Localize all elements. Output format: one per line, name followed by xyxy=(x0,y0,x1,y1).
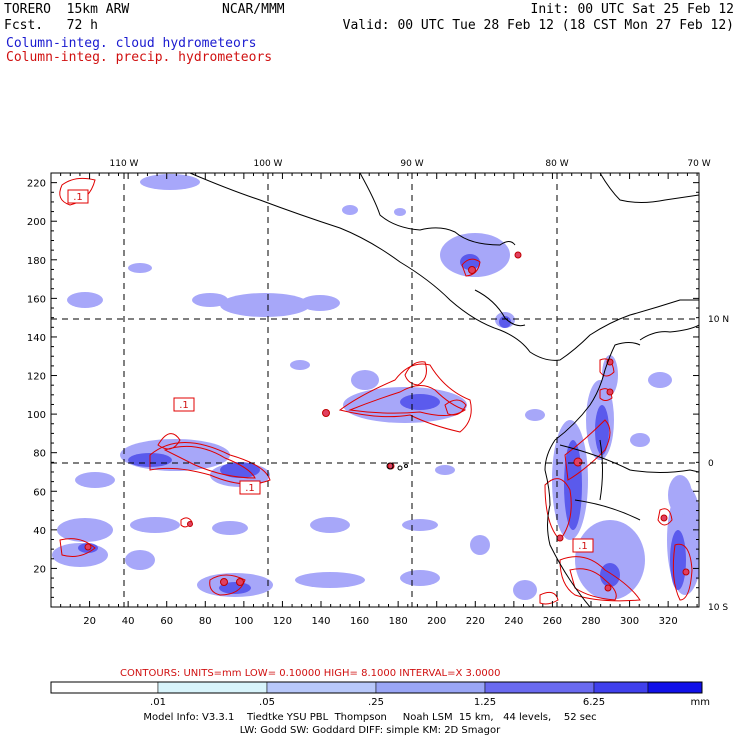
lon-label-70w: 70 W xyxy=(687,159,710,169)
colorbar-segment xyxy=(266,681,377,694)
field-precip-label: Column-integ. precip. hydrometeors xyxy=(6,50,273,65)
color-bar: .01 .05 .25 1.25 6.25 xyxy=(50,681,703,708)
lat-label-0: 0 xyxy=(708,459,714,469)
valid-time: Valid: 00 UTC Tue 28 Feb 12 (18 CST Mon … xyxy=(342,18,734,33)
precip-maxima xyxy=(84,251,690,592)
x-tick-label: 120 xyxy=(273,616,292,627)
x-tick-label: 80 xyxy=(199,616,212,627)
init-time: Init: 00 UTC Sat 25 Feb 12 xyxy=(530,2,735,17)
y-tick-label: 120 xyxy=(27,372,46,383)
model-title: TORERO 15km ARW xyxy=(4,2,130,17)
lat-label-10s: 10 S xyxy=(708,603,728,613)
colorbar-label: .25 xyxy=(368,697,384,708)
colorbar-outline xyxy=(50,681,703,694)
map-frame xyxy=(50,172,700,608)
y-tick-label: 80 xyxy=(33,449,46,460)
contour-info: CONTOURS: UNITS=mm LOW= 0.10000 HIGH= 8.… xyxy=(120,668,501,679)
contour-label-1: .1 xyxy=(73,192,83,203)
colorbar-segment xyxy=(484,681,595,694)
axis-ticks xyxy=(51,173,699,607)
x-tick-label: 300 xyxy=(620,616,639,627)
y-tick-label: 140 xyxy=(27,333,46,344)
lon-label-110w: 110 W xyxy=(110,159,139,169)
x-tick-label: 200 xyxy=(427,616,446,627)
x-tick-label: 60 xyxy=(160,616,173,627)
y-tick-label: 200 xyxy=(27,217,46,228)
contour-label-3: .1 xyxy=(245,483,255,494)
x-tick-label: 260 xyxy=(543,616,562,627)
x-tick-label: 140 xyxy=(311,616,330,627)
colorbar-label: .01 xyxy=(150,697,166,708)
colorbar-segment xyxy=(375,681,486,694)
model-info-line1: Model Info: V3.3.1 Tiedtke YSU PBL Thomp… xyxy=(143,712,597,723)
contour-label-4: .1 xyxy=(578,541,588,552)
y-tick-label: 20 xyxy=(33,564,46,575)
model-info-line2: LW: Godd SW: Goddard DIFF: simple KM: 2D… xyxy=(239,725,501,736)
y-tick-label: 100 xyxy=(27,410,46,421)
x-tick-labels: 20 40 60 80 100 120 140 160 180 200 220 240 260 280 30… xyxy=(83,616,677,627)
x-tick-label: 280 xyxy=(581,616,600,627)
x-tick-label: 100 xyxy=(234,616,253,627)
colorbar-segment xyxy=(593,681,649,694)
longitude-labels: 110 W 100 W 90 W 80 W 70 W xyxy=(110,159,711,169)
contour-label-2: .1 xyxy=(179,400,189,411)
colorbar-segment xyxy=(157,681,268,694)
x-tick-label: 180 xyxy=(389,616,408,627)
contour-labels: .1 .1 .1 .1 xyxy=(67,189,594,553)
coastlines xyxy=(189,173,699,607)
center-label: NCAR/MMM xyxy=(222,2,285,17)
colorbar-segment xyxy=(50,681,159,694)
x-tick-label: 220 xyxy=(466,616,485,627)
x-tick-label: 160 xyxy=(350,616,369,627)
x-tick-label: 40 xyxy=(122,616,135,627)
y-tick-label: 40 xyxy=(33,526,46,537)
latlon-grid xyxy=(51,173,699,607)
y-tick-label: 60 xyxy=(33,487,46,498)
lat-label-10n: 10 N xyxy=(708,315,729,325)
x-tick-label: 320 xyxy=(659,616,678,627)
colorbar-label: .05 xyxy=(259,697,275,708)
lon-label-80w: 80 W xyxy=(545,159,568,169)
latitude-labels: 10 N 0 10 S xyxy=(708,315,729,613)
colorbar-label: 6.25 xyxy=(583,697,605,708)
lon-label-100w: 100 W xyxy=(254,159,283,169)
forecast-hour: Fcst. 72 h xyxy=(4,18,98,33)
y-tick-label: 220 xyxy=(27,179,46,190)
y-tick-label: 160 xyxy=(27,294,46,305)
y-tick-label: 180 xyxy=(27,256,46,267)
colorbar-label: 1.25 xyxy=(474,697,496,708)
y-tick-labels: 20 40 60 80 100 120 140 160 180 200 220 xyxy=(27,179,46,576)
x-tick-label: 20 xyxy=(83,616,96,627)
x-tick-label: 240 xyxy=(504,616,523,627)
map-content: .1 .1 .1 .1 xyxy=(51,173,699,607)
galapagos-islands xyxy=(386,462,408,471)
colorbar-segment xyxy=(647,681,703,694)
colorbar-unit: mm xyxy=(691,697,710,708)
precip-contours xyxy=(59,177,693,605)
lon-label-90w: 90 W xyxy=(400,159,423,169)
field-cloud-label: Column-integ. cloud hydrometeors xyxy=(6,36,257,51)
